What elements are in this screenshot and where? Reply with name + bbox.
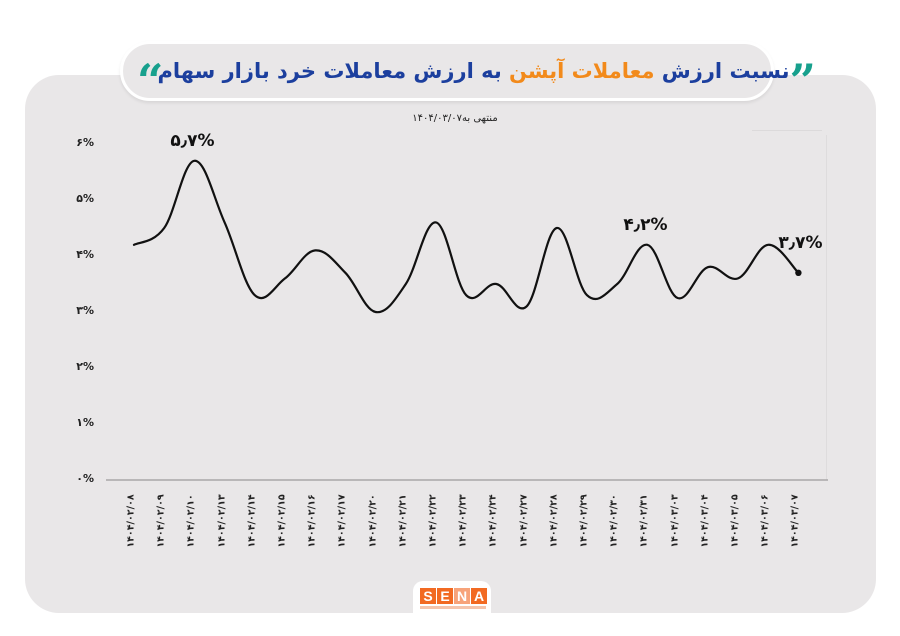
data-label: ۳٫۷% xyxy=(778,232,823,253)
series-line xyxy=(132,159,800,314)
y-tick-label: ۴% xyxy=(76,248,94,261)
y-tick-label: ۶% xyxy=(76,136,94,149)
logo-letter: A xyxy=(471,588,487,604)
chart-card xyxy=(25,75,876,613)
chart-title: نسبت ارزش معاملات آپشن به ارزش معاملات خ… xyxy=(157,59,789,83)
y-tick-label: ۰% xyxy=(76,472,94,485)
y-tick-label: ۵% xyxy=(76,192,94,205)
title-highlight: معاملات آپشن xyxy=(509,59,655,83)
logo-letter: N xyxy=(454,588,470,604)
title-banner: “ نسبت ارزش معاملات آپشن به ارزش معاملات… xyxy=(120,41,816,104)
logo-letter: E xyxy=(437,588,453,604)
divider xyxy=(826,135,827,480)
logo-tagline xyxy=(420,606,486,609)
y-tick-label: ۲% xyxy=(76,360,94,373)
y-tick-label: ۱% xyxy=(76,416,94,429)
y-tick-label: ۳% xyxy=(76,304,94,317)
logo-letter: S xyxy=(420,588,436,604)
sena-logo: S E N A xyxy=(420,588,487,604)
title-part-2: به ارزش معاملات خرد بازار سهام xyxy=(157,59,510,83)
data-label: ۵٫۷% xyxy=(170,130,215,151)
data-label: ۴٫۲% xyxy=(623,214,668,235)
divider xyxy=(752,130,822,131)
title-part-1: نسبت ارزش xyxy=(654,59,790,83)
chart-subtitle: منتهی به۱۴۰۴/۰۳/۰۷ xyxy=(412,113,498,124)
last-point-marker xyxy=(795,269,802,276)
